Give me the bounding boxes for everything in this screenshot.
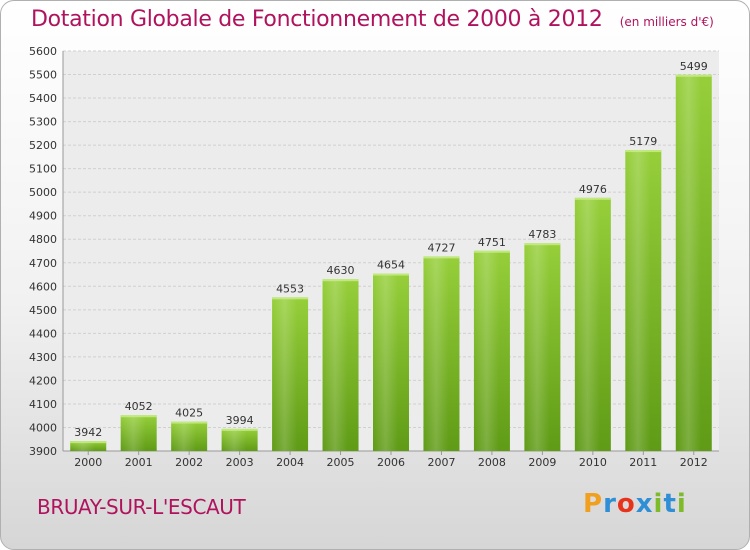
y-tick-label: 5200: [29, 139, 57, 152]
bar-highlight: [171, 421, 208, 451]
x-tick-label: 2004: [276, 456, 304, 469]
bar-highlight: [574, 197, 611, 451]
bar-value-label: 4727: [427, 241, 455, 254]
y-tick-label: 5300: [29, 116, 57, 129]
y-tick-label: 4200: [29, 374, 57, 387]
logo-letter: i: [653, 489, 664, 519]
bar-top-edge: [423, 256, 460, 259]
bar-highlight: [675, 74, 712, 451]
y-tick-label: 3900: [29, 445, 57, 458]
data-labels: 3942 4052 4025 3994 4553 4630 4654 4727 4751 4783…: [74, 60, 708, 439]
bar-top-edge: [70, 441, 107, 444]
bar-value-label: 5179: [629, 135, 657, 148]
bar-value-label: 4052: [125, 400, 153, 413]
bar-highlight: [423, 256, 460, 451]
bar-top-edge: [625, 150, 662, 153]
bar-top-edge: [171, 421, 208, 424]
x-tick-label: 2005: [327, 456, 355, 469]
y-tick-label: 4000: [29, 421, 57, 434]
y-tick-label: 4900: [29, 210, 57, 223]
bar-value-label: 3942: [74, 426, 102, 439]
bar-highlight: [524, 243, 561, 451]
x-tick-label: 2000: [74, 456, 102, 469]
bar-highlight: [625, 150, 662, 451]
bar-value-label: 4783: [528, 228, 556, 241]
bar-top-edge: [221, 428, 258, 431]
x-tick-label: 2011: [629, 456, 657, 469]
bars: [70, 74, 712, 451]
bar-top-edge: [524, 243, 561, 246]
x-tick-label: 2010: [579, 456, 607, 469]
bar-value-label: 4553: [276, 282, 304, 295]
bar-top-edge: [675, 74, 712, 77]
y-tick-label: 4500: [29, 304, 57, 317]
bar-value-label: 4751: [478, 236, 506, 249]
commune-name: BRUAY-SUR-L'ESCAUT: [37, 495, 246, 519]
x-tick-label: 2008: [478, 456, 506, 469]
logo-letter: r: [603, 489, 617, 519]
x-tick-label: 2002: [175, 456, 203, 469]
x-tick-label: 2001: [125, 456, 153, 469]
bar-highlight: [70, 441, 107, 451]
bar-top-edge: [272, 297, 309, 300]
bar-highlight: [272, 297, 309, 451]
y-tick-label: 4600: [29, 280, 57, 293]
bar-top-edge: [120, 415, 157, 418]
y-tick-label: 5400: [29, 92, 57, 105]
y-tick-label: 4300: [29, 351, 57, 364]
logo-letter: x: [635, 489, 654, 519]
bar-value-label: 4654: [377, 259, 405, 272]
logo-letter: o: [616, 489, 636, 519]
title-line: Dotation Globale de Fonctionnement de 20…: [31, 7, 714, 32]
x-tick-label: 2009: [528, 456, 556, 469]
y-tick-label: 4700: [29, 257, 57, 270]
bar-highlight: [473, 250, 510, 451]
logo-letter: i: [676, 489, 687, 519]
x-tick-label: 2006: [377, 456, 405, 469]
bar-highlight: [221, 428, 258, 451]
bar-top-edge: [322, 279, 359, 282]
bar-top-edge: [574, 197, 611, 200]
bar-highlight: [120, 415, 157, 451]
y-tick-label: 4800: [29, 233, 57, 246]
bar-value-label: 4976: [579, 183, 607, 196]
bar-top-edge: [373, 273, 409, 276]
x-tick-label: 2003: [226, 456, 254, 469]
chart-title: Dotation Globale de Fonctionnement de 20…: [31, 7, 603, 32]
bar-value-label: 3994: [226, 414, 254, 427]
y-tick-label: 4100: [29, 398, 57, 411]
logo-letter: t: [663, 489, 677, 519]
bar-highlight: [322, 279, 359, 451]
y-tick-label: 5100: [29, 163, 57, 176]
y-tick-label: 4400: [29, 327, 57, 340]
x-tick-label: 2012: [680, 456, 708, 469]
chart-subtitle: (en milliers d'€): [619, 15, 714, 29]
bar-value-label: 4025: [175, 407, 203, 420]
y-tick-label: 5600: [29, 45, 57, 58]
y-tick-label: 5000: [29, 186, 57, 199]
bar-value-label: 4630: [327, 264, 355, 277]
bar-highlight: [373, 273, 409, 451]
x-tick-label: 2007: [427, 456, 455, 469]
bar-value-label: 5499: [680, 60, 708, 73]
proxiti-logo[interactable]: Proxiti: [583, 489, 687, 519]
bar-top-edge: [473, 250, 510, 253]
y-tick-label: 5500: [29, 69, 57, 82]
logo-letter: P: [583, 489, 604, 519]
